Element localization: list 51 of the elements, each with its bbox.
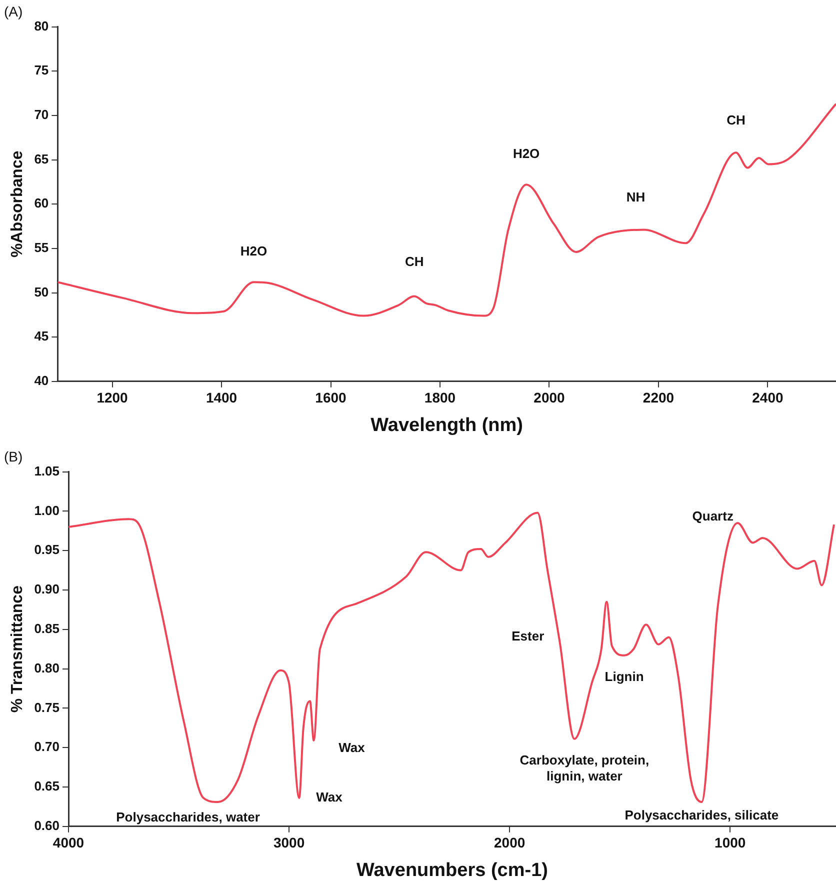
annotation: NH: [626, 189, 646, 204]
annotation: CH: [404, 254, 424, 269]
y-tick-label: 0.75: [34, 700, 60, 715]
y-tick-label: 0.85: [34, 620, 60, 636]
x-tick-label: 1400: [206, 390, 238, 406]
x-tick-label: 1000: [714, 834, 746, 851]
x-tick-label: 4000: [52, 834, 84, 851]
annotation: H2O: [512, 146, 540, 162]
x-axis-title: Wavelength (nm): [370, 414, 524, 436]
x-tick-label: 2000: [494, 834, 526, 851]
y-tick-label: 60: [34, 196, 49, 211]
y-tick-label: 45: [34, 328, 49, 344]
y-tick-label: 0.95: [34, 542, 60, 558]
y-tick-label: 70: [34, 107, 49, 122]
annotation: Wax: [338, 740, 366, 756]
annotation: Quartz: [692, 508, 734, 524]
x-tick-label: 1200: [96, 390, 128, 406]
x-tick-label: 3000: [273, 834, 305, 851]
annotation: Lignin: [604, 668, 644, 684]
x-tick-label: 1800: [424, 390, 456, 406]
x-axis-title: Wavenumbers (cm-1): [356, 860, 548, 881]
annotation: CH: [726, 112, 746, 128]
x-tick-label: 2400: [752, 390, 784, 406]
y-tick-label: 75: [34, 62, 49, 78]
y-tick-label: 1.05: [34, 463, 60, 478]
x-tick-label: 2200: [642, 390, 674, 406]
y-tick-label: 0.65: [34, 778, 60, 794]
y-tick-label: 0.70: [34, 739, 60, 754]
y-axis-title: %Absorbance: [9, 150, 26, 258]
y-tick-label: 0.90: [34, 582, 60, 597]
y-tick-label: 50: [34, 284, 49, 300]
y-axis-title: % Transmittance: [9, 585, 26, 713]
line-series: [68, 512, 836, 803]
line-series: [58, 102, 836, 317]
x-tick-label: 1600: [315, 390, 347, 406]
x-tick-label: 2000: [534, 390, 566, 406]
annotation: Carboxylate, protein, lignin, water: [520, 752, 650, 784]
y-tick-label: 0.60: [34, 818, 60, 833]
annotation: Polysaccharides, water: [116, 810, 260, 825]
y-tick-label: 65: [34, 151, 49, 166]
y-tick-label: 0.80: [34, 660, 60, 676]
chart-title: (B): [4, 448, 23, 464]
chart-title: (A): [4, 3, 23, 20]
y-tick-label: 55: [34, 240, 49, 256]
y-tick-label: 40: [34, 372, 49, 388]
y-tick-label: 1.00: [34, 502, 60, 518]
annotation: Wax: [316, 790, 344, 805]
annotation: Ester: [512, 628, 544, 644]
annotation: Polysaccharides, silicate: [624, 808, 779, 823]
annotation: H2O: [240, 244, 268, 259]
y-tick-label: 80: [34, 18, 49, 34]
